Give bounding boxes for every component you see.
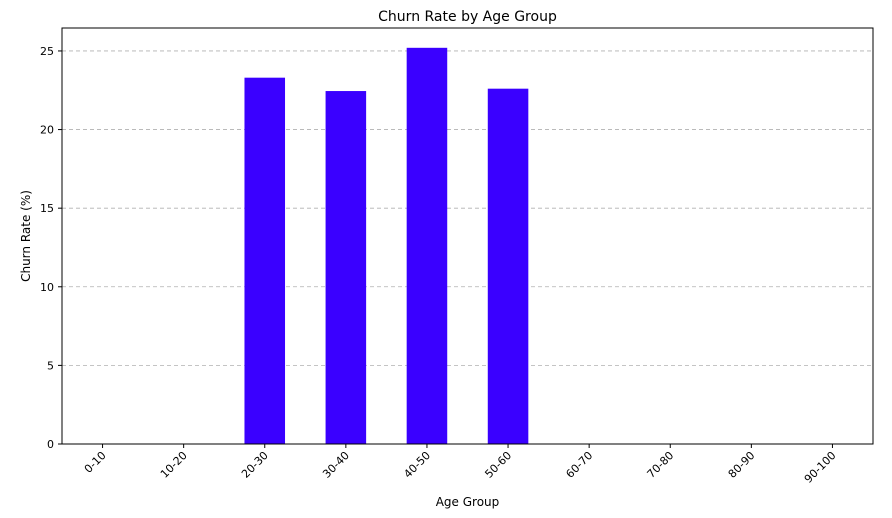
y-tick-label: 15 [40, 202, 54, 215]
bars [244, 47, 529, 445]
y-tick-label: 25 [40, 45, 54, 58]
plot-frame [61, 27, 874, 445]
bar-30-40 [325, 91, 367, 445]
chart-title: Churn Rate by Age Group [378, 9, 557, 25]
bar-20-30 [244, 77, 286, 444]
y-tick-label: 5 [47, 359, 54, 372]
y-axis: 0 5 10 15 20 25 [40, 45, 62, 451]
bar-40-50 [406, 47, 448, 445]
x-axis-label: Age Group [436, 495, 500, 509]
y-tick-label: 20 [40, 124, 54, 137]
y-tick-label: 0 [47, 438, 54, 451]
bar-50-60 [487, 88, 529, 445]
y-axis-label: Churn Rate (%) [19, 190, 33, 282]
y-tick-label: 10 [40, 281, 54, 294]
